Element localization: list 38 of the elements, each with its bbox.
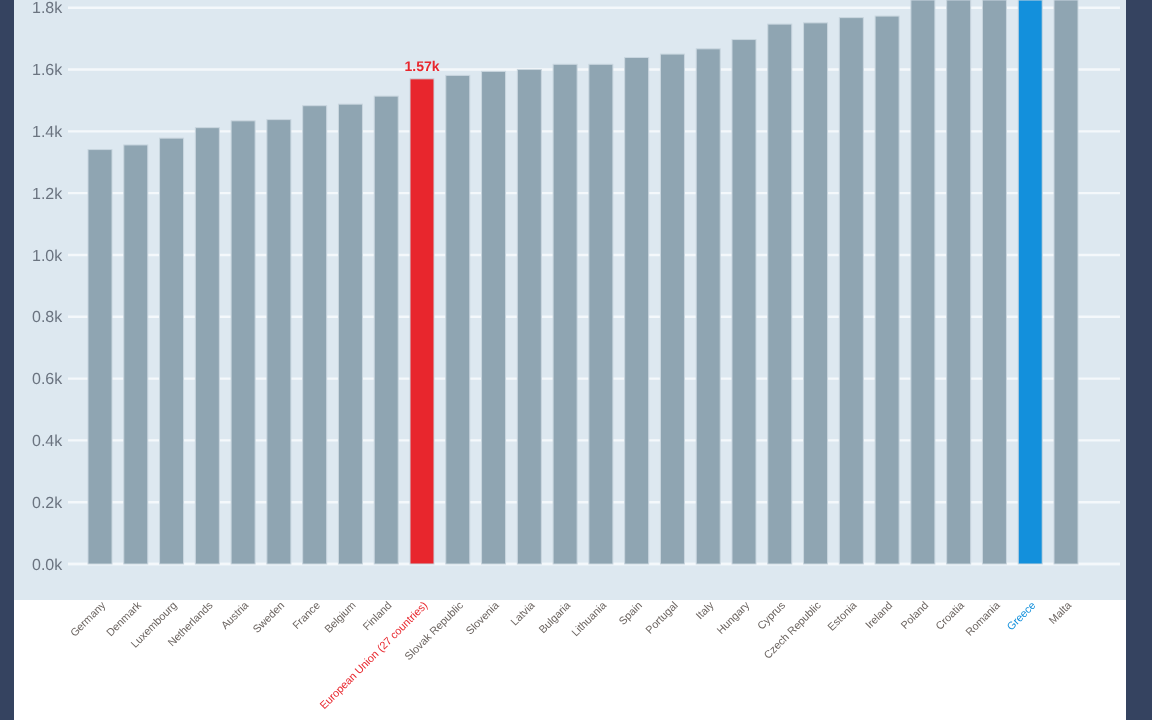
y-tick-label: 0.4k xyxy=(32,431,65,450)
y-tick-label: 0.2k xyxy=(32,493,65,512)
bar xyxy=(409,78,435,565)
bar xyxy=(266,119,292,565)
bar xyxy=(552,63,578,565)
bar xyxy=(230,120,256,565)
bar xyxy=(695,48,721,565)
bar xyxy=(481,70,507,565)
bar xyxy=(588,63,614,565)
bar xyxy=(659,53,685,565)
y-tick-label: 0.0k xyxy=(32,555,65,574)
bar xyxy=(624,56,650,565)
bar xyxy=(910,0,936,565)
y-tick-label: 0.6k xyxy=(32,370,65,389)
y-tick-label: 1.8k xyxy=(32,0,65,18)
bar xyxy=(159,137,185,565)
bar xyxy=(1017,0,1043,565)
y-tick-label: 0.8k xyxy=(32,308,65,327)
bar xyxy=(123,144,149,565)
bar xyxy=(874,15,900,565)
y-tick-label: 1.4k xyxy=(32,122,65,141)
bar xyxy=(516,69,542,565)
bar xyxy=(838,17,864,565)
bar xyxy=(87,149,113,565)
y-tick-label: 1.0k xyxy=(32,246,65,265)
bar xyxy=(337,103,363,565)
bar xyxy=(445,74,471,565)
bar xyxy=(302,105,328,565)
bar xyxy=(1053,0,1079,565)
bar xyxy=(194,127,220,565)
y-tick-label: 1.6k xyxy=(32,61,65,80)
y-tick-label: 1.2k xyxy=(32,184,65,203)
bar xyxy=(803,22,829,565)
bar xyxy=(767,23,793,565)
bar xyxy=(946,0,972,565)
bar xyxy=(731,39,757,565)
bar xyxy=(981,0,1007,565)
bar xyxy=(373,95,399,565)
